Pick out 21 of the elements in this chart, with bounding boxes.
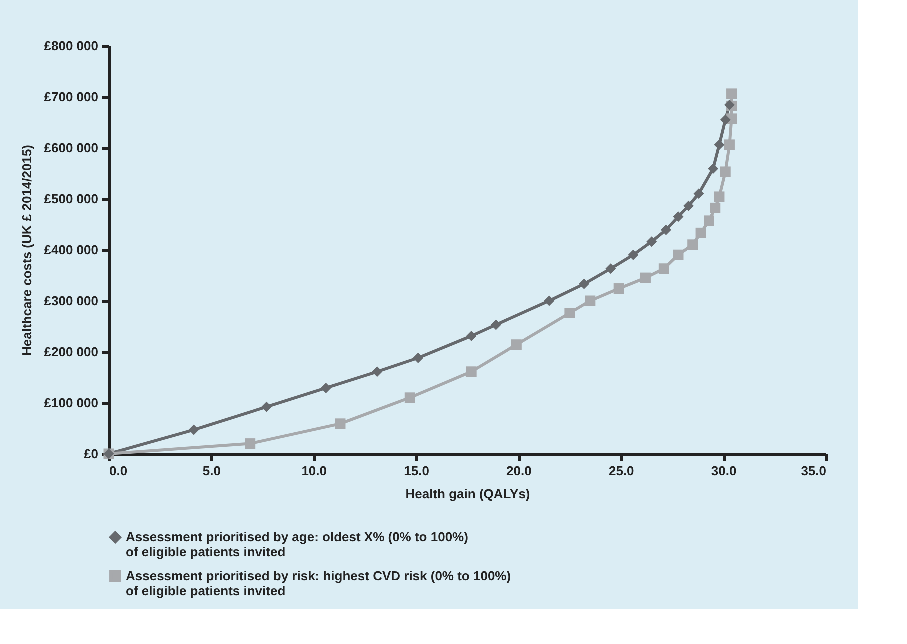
x-tick-label: 25.0 <box>608 464 634 478</box>
y-tick-label: £500 000 <box>44 192 98 206</box>
x-axis-title: Health gain (QALYs) <box>406 486 530 502</box>
y-tick-label: £800 000 <box>44 38 98 54</box>
legend-label: Assessment prioritised by age: oldest X% (0% to 100%) of eligible patients invited <box>126 530 468 560</box>
x-tick-label: 20.0 <box>506 464 532 478</box>
x-tick-label: 15.0 <box>404 464 430 478</box>
y-tick-label: £100 000 <box>44 396 98 410</box>
legend-label: Assessment prioritised by risk: highest CVD risk (0% to 100%) of eligible patients invited <box>126 568 512 598</box>
y-tick-label: £0 <box>84 446 98 462</box>
y-tick-label: £400 000 <box>44 242 98 258</box>
x-tick-label: 5.0 <box>202 464 221 478</box>
x-tick-label: 10.0 <box>302 464 328 478</box>
x-tick-label: 35.0 <box>801 464 826 478</box>
x-tick-label: 30.0 <box>711 464 737 478</box>
y-tick-label: £300 000 <box>44 294 98 308</box>
y-tick-label: £200 000 <box>44 344 98 360</box>
y-tick-label: £700 000 <box>44 90 98 104</box>
y-axis-title: Healthcare costs (UK £ 2014/2015) <box>19 144 34 356</box>
x-tick-label: 0.0 <box>110 464 128 478</box>
y-tick-label: £600 000 <box>44 140 98 156</box>
